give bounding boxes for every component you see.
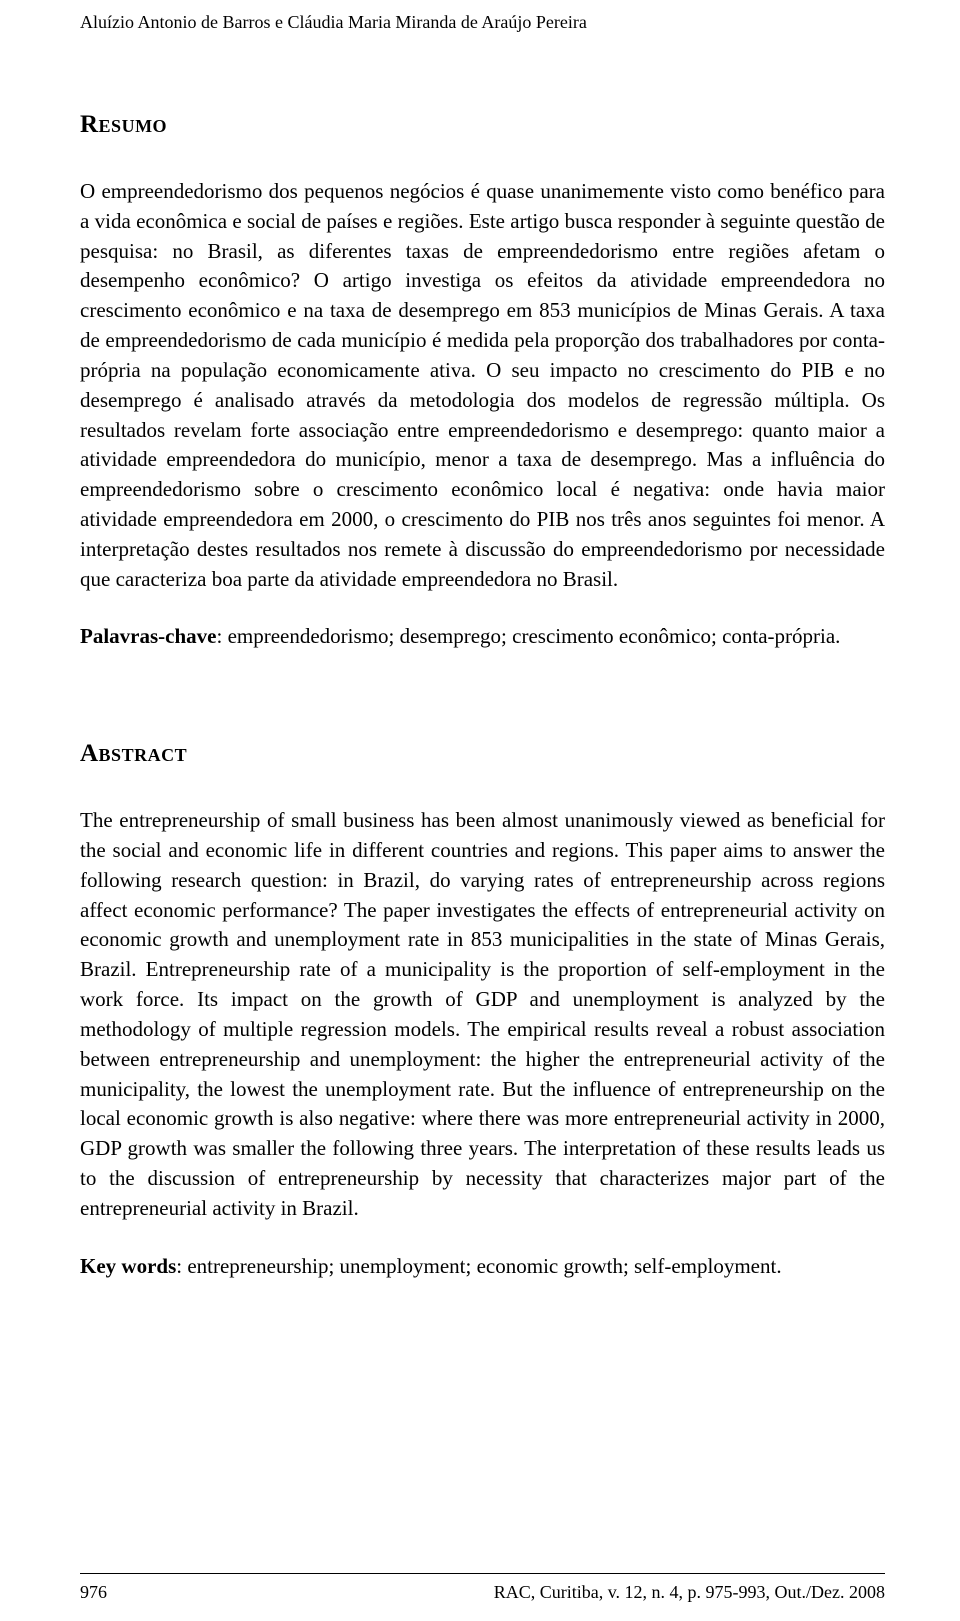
resumo-heading: Resumo [80,111,885,139]
page-footer: 976 RAC, Curitiba, v. 12, n. 4, p. 975-9… [80,1573,885,1603]
resumo-keywords-text: : empreendedorismo; desemprego; crescime… [216,624,840,648]
abstract-keywords-label: Key words [80,1254,176,1278]
page-number: 976 [80,1582,107,1603]
abstract-heading: Abstract [80,740,885,768]
abstract-body: The entrepreneurship of small business h… [80,806,885,1223]
abstract-keywords: Key words: entrepreneurship; unemploymen… [80,1252,885,1282]
footer-citation: RAC, Curitiba, v. 12, n. 4, p. 975-993, … [494,1582,885,1603]
resumo-keywords: Palavras-chave: empreendedorismo; desemp… [80,622,885,652]
abstract-keywords-text: : entrepreneurship; unemployment; econom… [176,1254,781,1278]
resumo-body: O empreendedorismo dos pequenos negócios… [80,177,885,594]
resumo-keywords-label: Palavras-chave [80,624,216,648]
author-header: Aluízio Antonio de Barros e Cláudia Mari… [80,12,885,33]
